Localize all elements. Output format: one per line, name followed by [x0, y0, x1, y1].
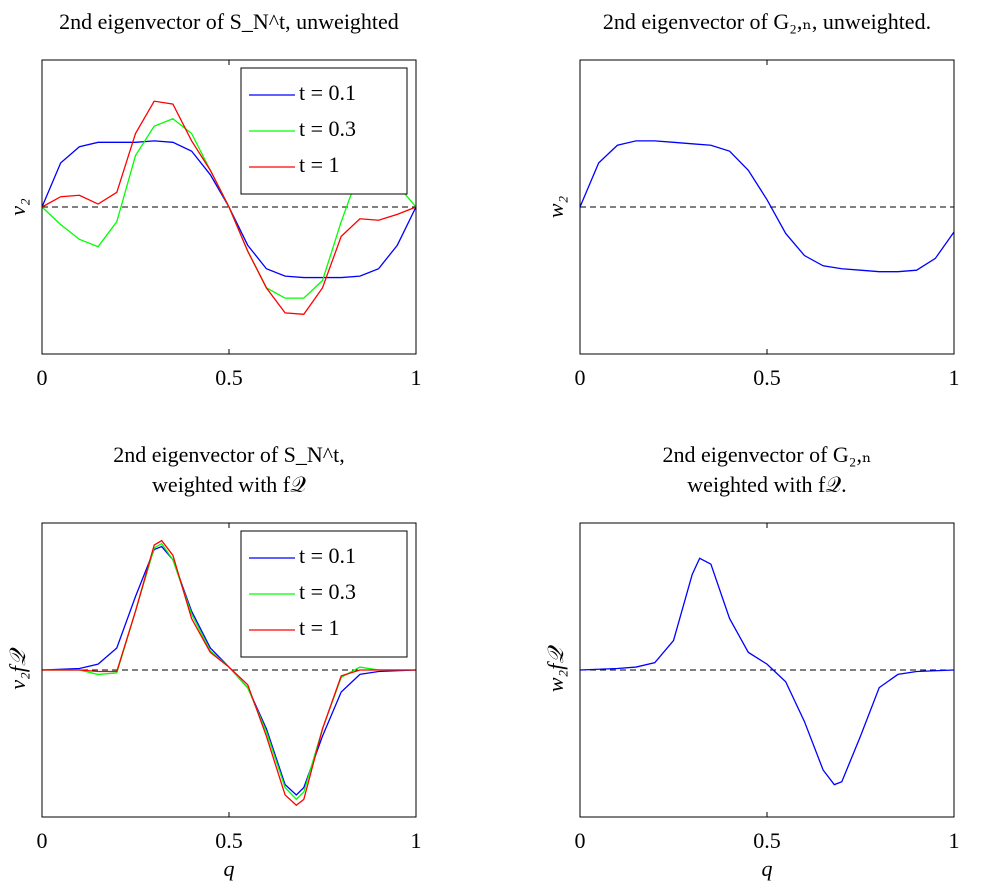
x-tick-label: 1: [411, 365, 422, 390]
legend-label: t = 0.1: [299, 543, 356, 568]
x-tick-label: 0.5: [753, 365, 781, 390]
legend-label: t = 1: [299, 615, 340, 640]
x-tick-label: 1: [949, 365, 960, 390]
x-tick-label: 0: [575, 828, 586, 853]
x-tick-label: 0.5: [753, 828, 781, 853]
x-axis-label: q: [224, 856, 235, 881]
chart-title: 2nd eigenvector of S_N^t, unweighted: [59, 9, 399, 34]
data-line: [579, 140, 955, 273]
legend-label: t = 0.3: [299, 116, 356, 141]
y-axis-label: w₂: [543, 195, 568, 218]
x-axis-label: q: [762, 856, 773, 881]
x-tick-label: 0: [37, 365, 48, 390]
x-tick-label: 0.5: [215, 365, 243, 390]
plot-frame: [579, 59, 955, 355]
x-tick-label: 0.5: [215, 828, 243, 853]
plot-frame: [579, 522, 955, 818]
legend-label: t = 1: [299, 152, 340, 177]
y-axis-label: v₂: [5, 198, 30, 216]
x-tick-label: 1: [411, 828, 422, 853]
data-line: [42, 539, 416, 807]
data-line: [579, 557, 955, 786]
chart-title: weighted with f𝒬: [152, 472, 306, 497]
chart-title: 2nd eigenvector of S_N^t,: [113, 442, 345, 467]
y-axis-label: v₂f𝒬: [5, 647, 30, 690]
x-tick-label: 1: [949, 828, 960, 853]
chart-title: 2nd eigenvector of G₂,ₙ: [662, 442, 871, 467]
legend-label: t = 0.3: [299, 579, 356, 604]
x-tick-label: 0: [37, 828, 48, 853]
data-line: [41, 100, 417, 315]
y-axis-label: w₂f𝒬: [543, 645, 568, 692]
chart-title: weighted with f𝒬.: [687, 472, 846, 497]
legend-label: t = 0.1: [299, 80, 356, 105]
chart-title: 2nd eigenvector of G₂,ₙ, unweighted.: [603, 9, 931, 34]
x-tick-label: 0: [575, 365, 586, 390]
